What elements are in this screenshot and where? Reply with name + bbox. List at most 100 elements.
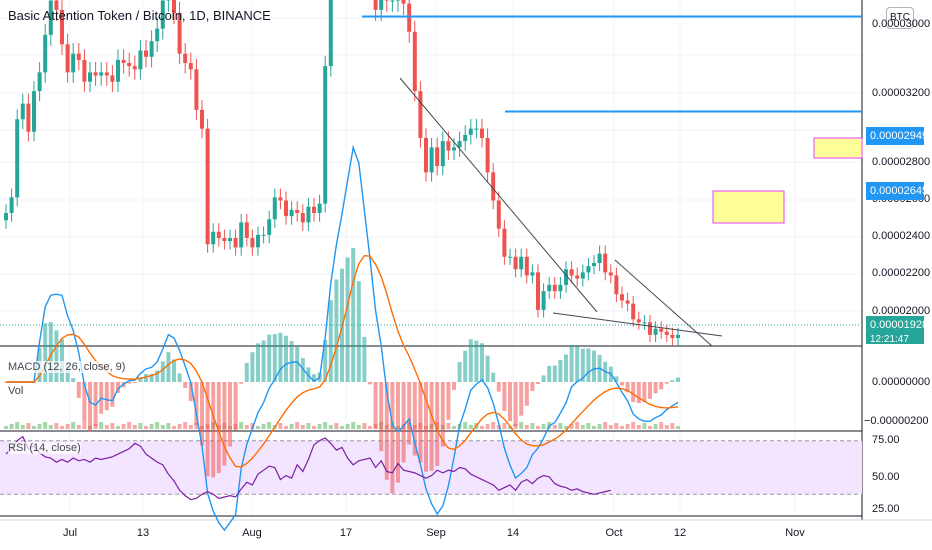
volume-bar: [82, 423, 87, 429]
candle-body: [43, 34, 48, 73]
macd-histogram-bar: [284, 335, 288, 382]
volume-bar: [536, 426, 540, 429]
descending-trendline: [399, 77, 598, 313]
volume-bar: [261, 424, 266, 429]
x-axis-label: 13: [136, 527, 150, 539]
candle-body: [524, 256, 529, 276]
volume-bar: [20, 425, 25, 429]
volume-bar: [312, 426, 316, 429]
macd-histogram-bar: [216, 382, 221, 474]
macd-histogram-bar: [541, 375, 546, 382]
volume-bar: [608, 425, 613, 429]
macd-histogram-bar: [569, 344, 574, 382]
candle-body: [267, 219, 272, 235]
volume-bar: [295, 422, 300, 429]
x-axis-label: 17: [339, 527, 353, 539]
candle-body: [104, 72, 109, 76]
candle-body: [239, 222, 244, 248]
price-axis-label: 0.00003000: [872, 18, 931, 30]
macd-histogram-bar: [586, 348, 591, 382]
candle-body: [452, 147, 456, 151]
volume-bar: [569, 424, 574, 429]
candle-body: [642, 322, 647, 324]
volume-bar: [104, 425, 109, 429]
macd-histogram-bar: [345, 257, 350, 382]
candle-body: [569, 269, 574, 276]
volume-bar: [71, 422, 76, 429]
macd-histogram-bar: [356, 281, 361, 382]
macd-label: MACD (12, 26, close, 9): [8, 361, 126, 373]
volume-bar: [284, 426, 288, 429]
candle-body: [194, 69, 199, 110]
macd-histogram-bar: [267, 334, 272, 382]
candle-body: [597, 253, 602, 263]
candle-body: [250, 238, 255, 248]
macd-histogram-bar: [676, 377, 680, 382]
candle-body: [552, 284, 557, 292]
macd-histogram-bar: [429, 382, 434, 471]
volume-bar: [670, 423, 675, 429]
macd-histogram-bar: [228, 382, 232, 447]
candle-body: [244, 222, 249, 238]
macd-histogram-bar: [401, 382, 406, 463]
volume-bar: [480, 426, 484, 429]
volume-bar: [625, 424, 630, 429]
macd-histogram-bar: [88, 382, 92, 432]
macd-histogram-bar: [642, 382, 647, 402]
candle-body: [620, 294, 624, 301]
volume-label: Vol: [8, 385, 24, 397]
target-box-1: [712, 190, 785, 224]
currency-badge[interactable]: BTC: [886, 7, 914, 29]
volume-bar: [289, 424, 294, 429]
volume-bar: [368, 426, 372, 429]
macd-histogram-bar: [508, 382, 512, 422]
x-axis-label: Aug: [242, 527, 262, 539]
candle-body: [110, 75, 115, 82]
candle-body: [474, 128, 479, 130]
candle-body: [480, 128, 484, 138]
macd-histogram-bar: [384, 382, 389, 480]
candle-body: [300, 213, 305, 223]
volume-bar: [659, 422, 664, 429]
volume-bar: [496, 425, 501, 429]
candle-body: [659, 328, 664, 332]
macd-histogram-bar: [424, 382, 428, 472]
macd-histogram-bar: [205, 382, 210, 477]
macd-histogram-bar: [452, 382, 456, 390]
price-axis-label: 0.00002400: [872, 230, 931, 242]
volume-bar: [188, 425, 193, 429]
macd-histogram-bar: [323, 339, 328, 382]
macd-histogram-bar: [547, 365, 552, 382]
candle-body: [172, 0, 176, 13]
macd-histogram-bar: [183, 382, 188, 389]
macd-histogram-bar: [188, 382, 193, 402]
macd-histogram-bar: [132, 382, 137, 384]
candle-body: [48, 0, 53, 35]
candle-body: [491, 172, 496, 201]
volume-bar: [256, 426, 260, 429]
macd-histogram-bar: [575, 346, 580, 382]
volume-bar: [166, 423, 171, 429]
volume-bar: [155, 422, 160, 429]
volume-bar: [278, 423, 283, 429]
macd-histogram-bar: [412, 382, 417, 456]
candle-body: [564, 269, 568, 285]
candle-body: [457, 141, 462, 148]
macd-histogram-bar: [558, 359, 563, 382]
macd-histogram-bar: [351, 247, 356, 382]
candle-body: [536, 272, 540, 310]
rsi-line: [5, 435, 611, 501]
macd-histogram-bar: [418, 382, 423, 463]
candle-body: [261, 234, 266, 236]
macd-histogram-bar: [200, 382, 204, 446]
macd-histogram-bar: [261, 340, 266, 382]
x-axis-label: Nov: [785, 527, 805, 539]
volume-bar: [575, 422, 580, 429]
candle-body: [463, 134, 468, 142]
macd-histogram-bar: [328, 300, 333, 382]
volume-bar: [519, 422, 524, 429]
candle-body: [93, 72, 98, 76]
candle-body: [440, 141, 445, 167]
candle-body: [121, 59, 126, 63]
